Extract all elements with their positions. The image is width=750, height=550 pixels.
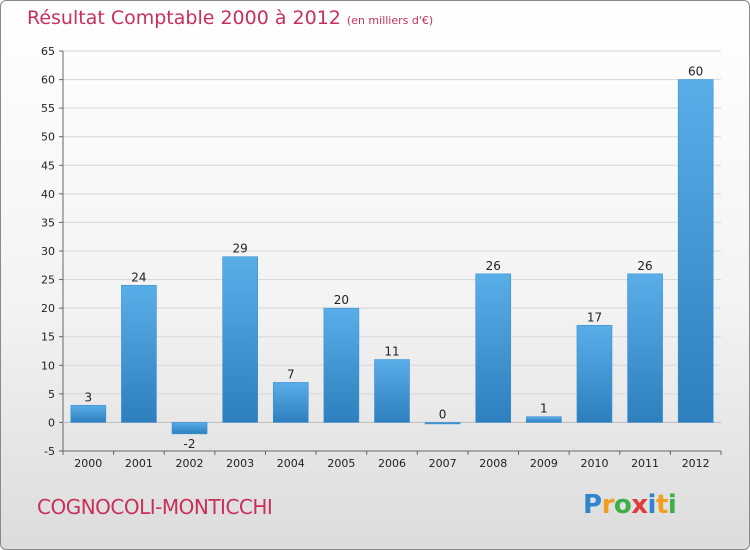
logo-letter: o bbox=[613, 490, 632, 520]
bar-2007 bbox=[424, 422, 461, 425]
value-label: -2 bbox=[184, 437, 196, 451]
bars bbox=[70, 79, 714, 435]
bar-2001 bbox=[121, 284, 157, 423]
y-tick-label: 30 bbox=[41, 245, 55, 258]
value-label: 26 bbox=[486, 259, 501, 273]
value-label: 11 bbox=[384, 345, 399, 359]
x-tick-label: 2006 bbox=[378, 457, 406, 470]
logo-letter: t bbox=[655, 490, 668, 520]
proxiti-logo: Proxiti bbox=[583, 490, 677, 520]
logo-letter: x bbox=[631, 490, 648, 520]
x-tick-label: 2008 bbox=[479, 457, 507, 470]
value-label: 24 bbox=[131, 270, 146, 284]
value-label: 7 bbox=[287, 367, 295, 381]
logo-letter: r bbox=[601, 490, 615, 520]
y-tick-label: 5 bbox=[48, 388, 55, 401]
y-tick-label: 40 bbox=[41, 188, 55, 201]
x-tick-label: 2001 bbox=[125, 457, 153, 470]
y-tick-label: 55 bbox=[41, 102, 55, 115]
value-label: 29 bbox=[233, 242, 248, 256]
bar-2011 bbox=[627, 273, 663, 423]
y-tick-label: 20 bbox=[41, 302, 55, 315]
y-tick-label: 50 bbox=[41, 131, 55, 144]
value-labels: 3 24 -2 29 7 20 11 0 26 1 17 26 60 bbox=[84, 65, 703, 451]
chart-subtitle: (en milliers d'€) bbox=[346, 14, 434, 27]
x-tick-label: 2007 bbox=[429, 457, 457, 470]
y-tick-label: 35 bbox=[41, 216, 55, 229]
value-label: 17 bbox=[587, 310, 602, 324]
y-tick-label: 65 bbox=[41, 45, 55, 58]
value-label: 3 bbox=[84, 390, 92, 404]
value-label: 1 bbox=[540, 402, 548, 416]
commune-name: COGNOCOLI-MONTICCHI bbox=[37, 495, 273, 519]
y-tick-label: 10 bbox=[41, 359, 55, 372]
y-tick-label: 15 bbox=[41, 331, 55, 344]
logo-letter: P bbox=[583, 490, 602, 520]
x-tick-label: 2011 bbox=[631, 457, 659, 470]
bar-2002 bbox=[171, 422, 208, 435]
y-tick-label: 60 bbox=[41, 74, 55, 87]
logo-letter: i bbox=[667, 490, 677, 520]
value-label: 20 bbox=[334, 293, 349, 307]
x-tick-label: 2002 bbox=[176, 457, 204, 470]
y-tick-label: -5 bbox=[44, 445, 55, 458]
bar-2000 bbox=[70, 404, 107, 423]
x-tick-label: 2005 bbox=[327, 457, 355, 470]
y-tick-label: 25 bbox=[41, 274, 55, 287]
value-label: 0 bbox=[439, 407, 447, 421]
x-tick-label: 2012 bbox=[682, 457, 710, 470]
bar-2009 bbox=[526, 416, 562, 423]
bar-2010 bbox=[576, 324, 613, 423]
logo-letter: i bbox=[647, 490, 657, 520]
x-tick-label: 2000 bbox=[74, 457, 102, 470]
value-label: 60 bbox=[688, 65, 703, 79]
bar-2008 bbox=[475, 273, 512, 423]
x-tick-label: 2003 bbox=[226, 457, 254, 470]
bar-2006 bbox=[374, 359, 410, 423]
chart-title: Résultat Comptable 2000 à 2012 (en millie… bbox=[27, 7, 434, 29]
x-tick-label: 2009 bbox=[530, 457, 558, 470]
value-label: 26 bbox=[637, 259, 652, 273]
bar-2005 bbox=[323, 307, 360, 423]
bar-2012 bbox=[677, 79, 714, 423]
y-tick-label: 45 bbox=[41, 159, 55, 172]
y-tick-label: 0 bbox=[48, 416, 55, 429]
x-tick-label: 2010 bbox=[580, 457, 608, 470]
bar-2003 bbox=[222, 256, 258, 423]
x-tick-label: 2004 bbox=[277, 457, 305, 470]
bar-2004 bbox=[272, 382, 309, 423]
